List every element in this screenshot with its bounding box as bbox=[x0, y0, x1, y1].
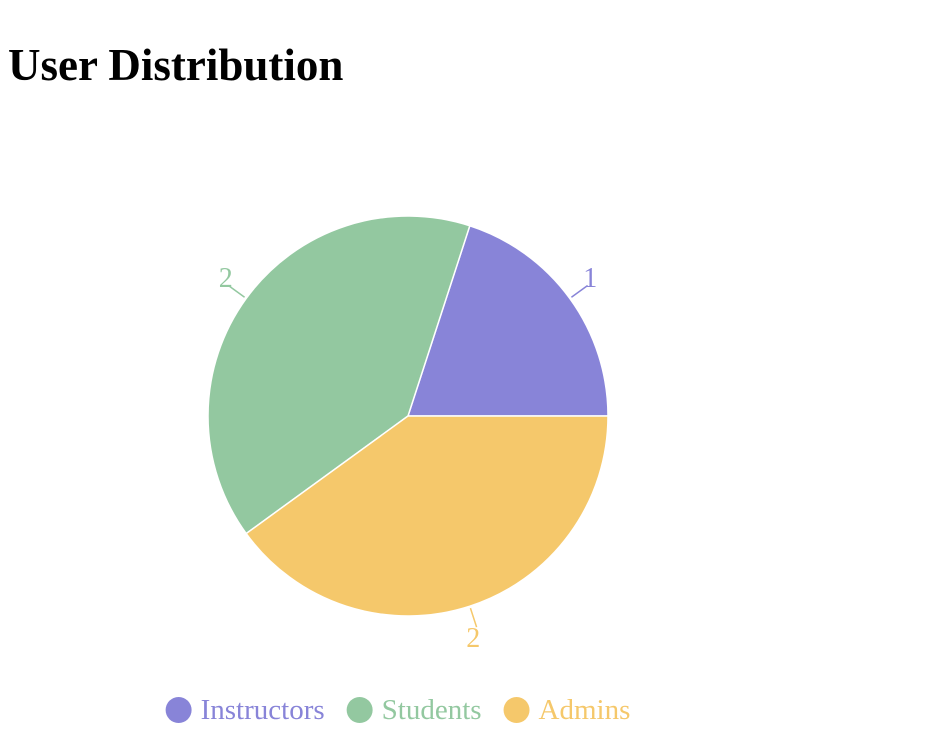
legend-label: Students bbox=[382, 694, 482, 726]
data-label-admins: 2 bbox=[466, 623, 480, 654]
legend-marker-icon bbox=[503, 697, 530, 723]
data-label-line-instructors bbox=[570, 284, 589, 298]
data-labels: 1 2 2 bbox=[219, 263, 598, 654]
legend-label: Instructors bbox=[201, 694, 325, 726]
legend-marker-icon bbox=[346, 697, 373, 723]
pie-slices bbox=[207, 215, 609, 617]
data-label-lines bbox=[227, 284, 589, 628]
page-title: User Distribution bbox=[8, 40, 344, 90]
pie-slice-admins[interactable] bbox=[245, 415, 609, 617]
data-label-students: 2 bbox=[219, 263, 233, 294]
data-label-line-admins bbox=[469, 607, 478, 628]
legend-item-admins[interactable]: Admins bbox=[503, 694, 631, 726]
legend-item-students[interactable]: Students bbox=[346, 694, 482, 726]
legend-item-instructors[interactable]: Instructors bbox=[165, 694, 325, 726]
pie-slice-students[interactable] bbox=[207, 215, 471, 535]
legend: Instructors Students Admins bbox=[165, 694, 631, 726]
data-label-line-students bbox=[227, 284, 246, 298]
pie-slice-instructors[interactable] bbox=[406, 224, 609, 417]
legend-label: Admins bbox=[539, 694, 631, 726]
legend-marker-icon bbox=[165, 697, 192, 723]
data-label-instructors: 1 bbox=[583, 263, 597, 294]
